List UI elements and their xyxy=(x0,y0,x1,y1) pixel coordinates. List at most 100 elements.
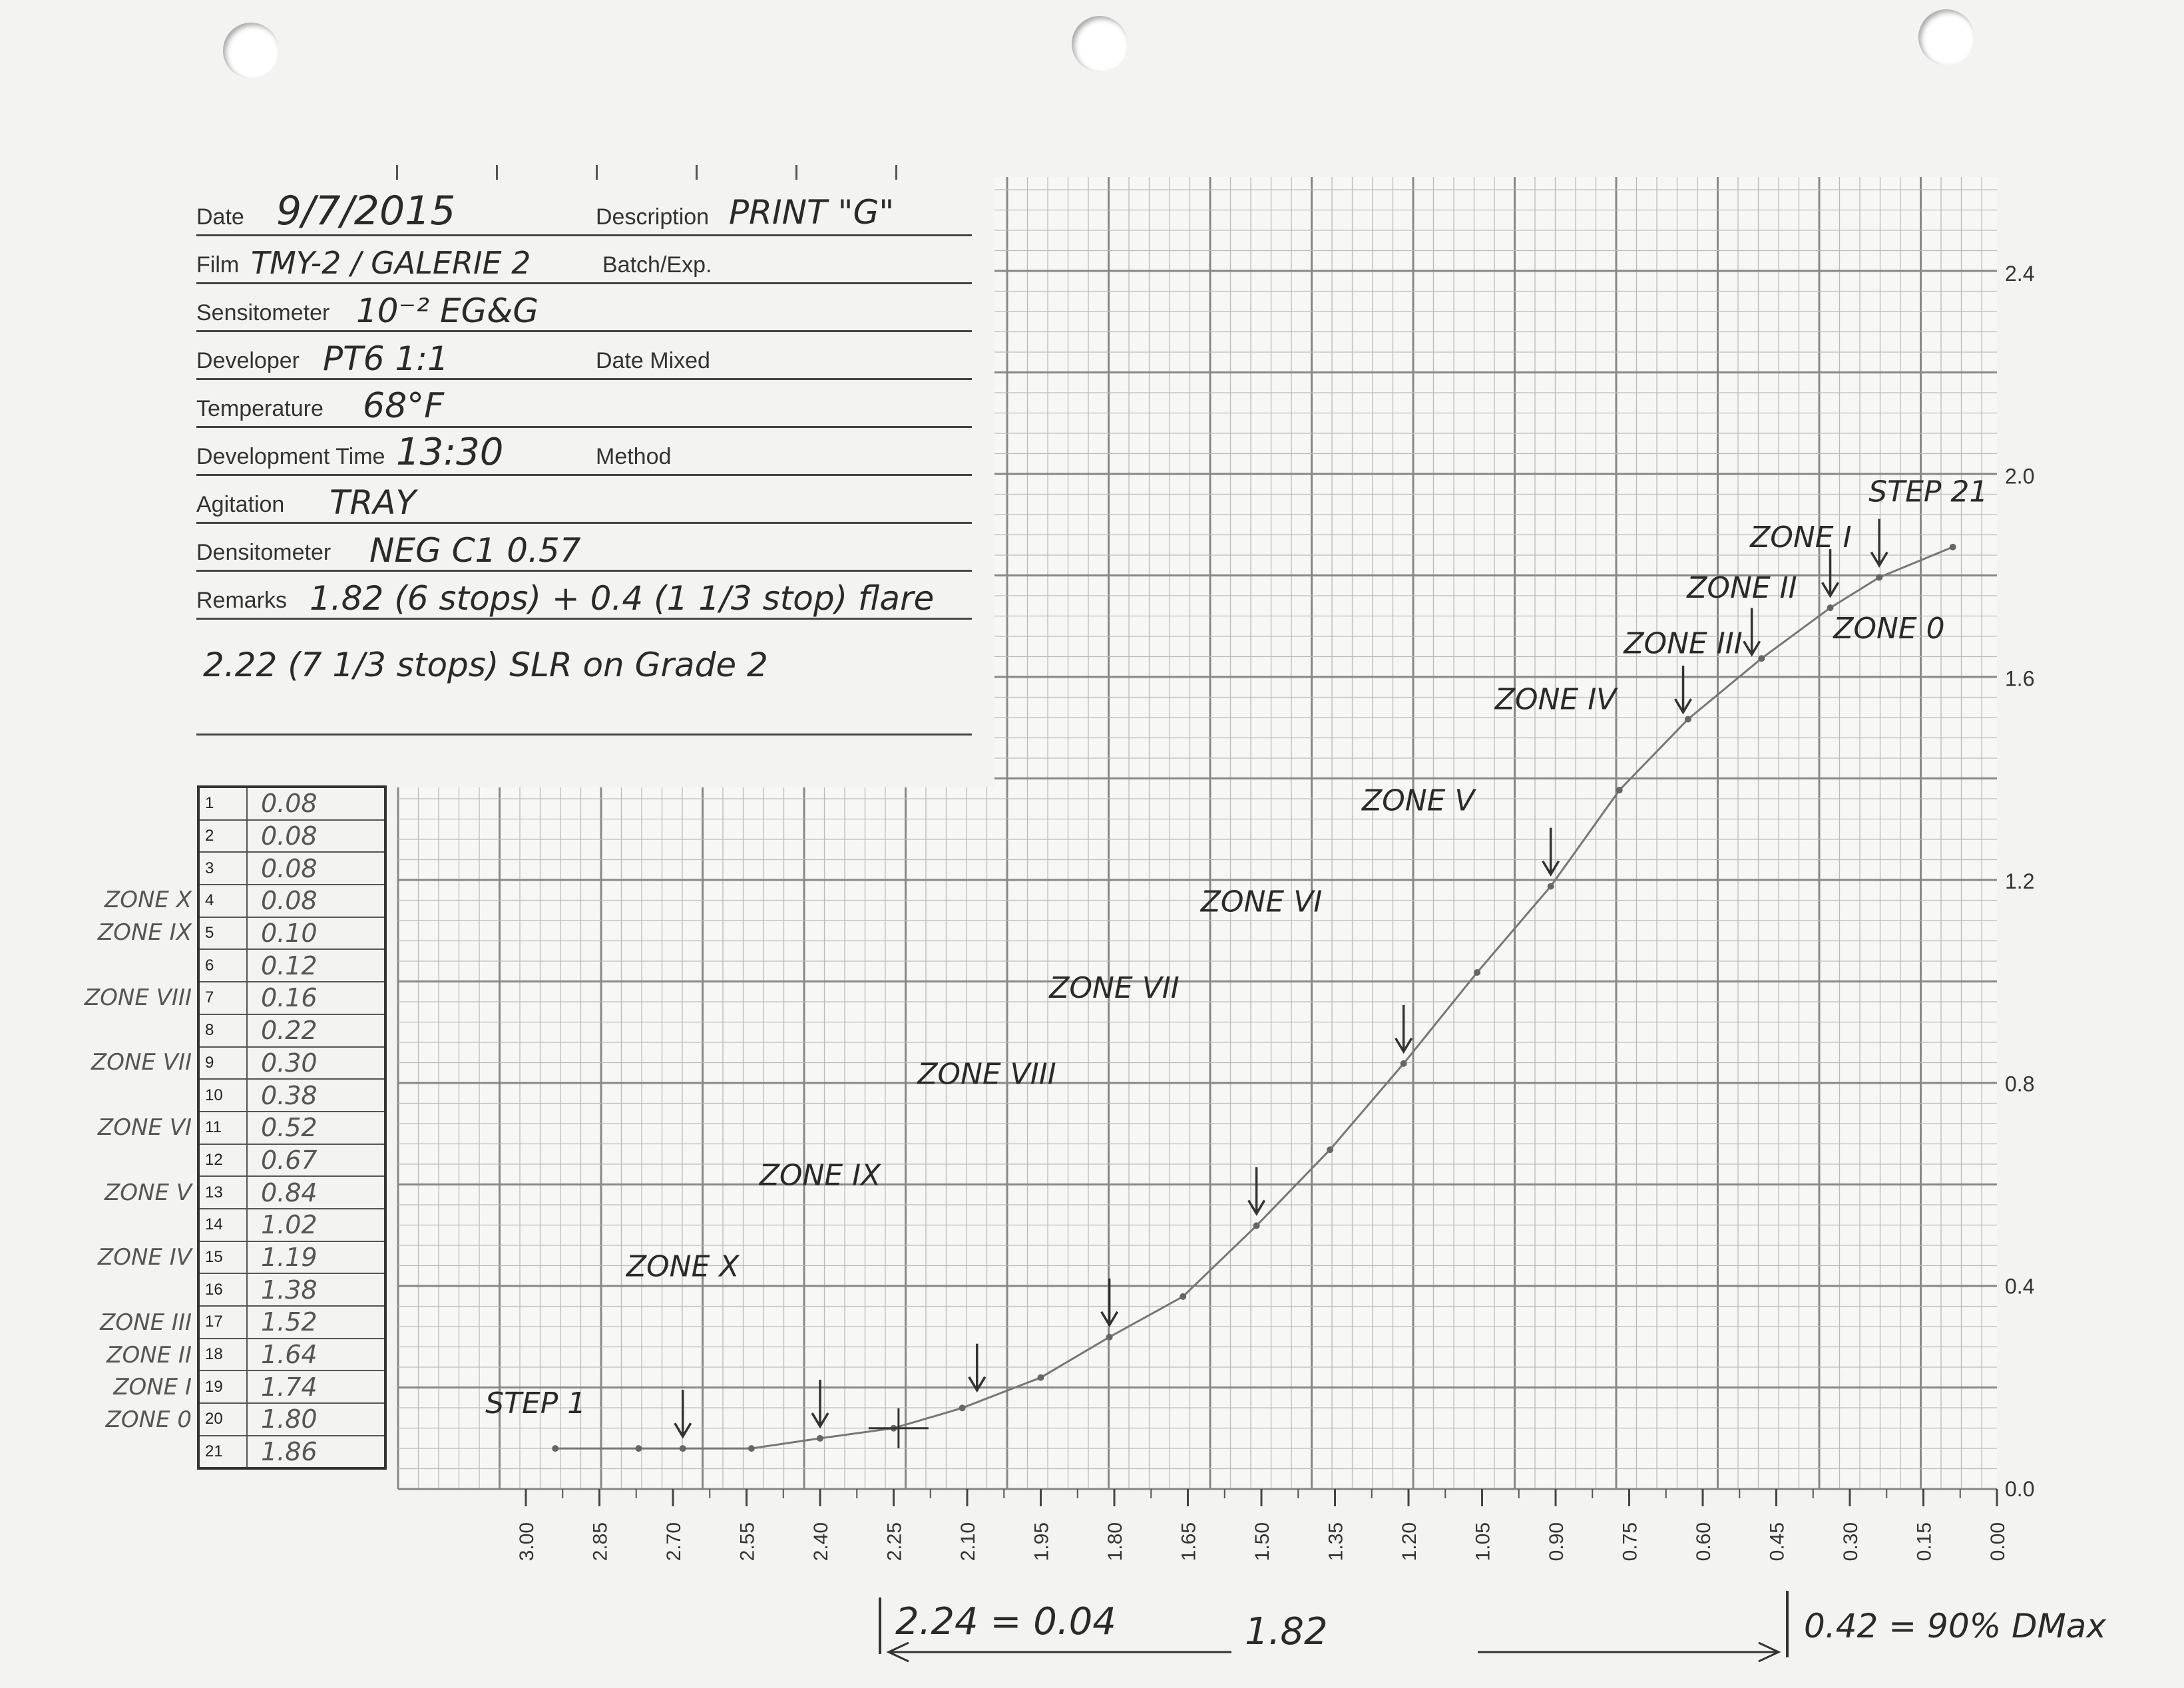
side-zone-label: ZONE IX xyxy=(97,919,192,947)
step-density: 0.84 xyxy=(246,1175,386,1209)
x-tick-label: 2.70 xyxy=(663,1522,685,1561)
step-density: 0.38 xyxy=(246,1078,386,1112)
side-zone-label: ZONE V xyxy=(104,1179,192,1206)
dev-time-label: Development Time xyxy=(196,444,385,469)
ruler-tick xyxy=(696,165,698,180)
arrow-marker xyxy=(1743,608,1761,657)
table-row: 8 0.22 xyxy=(198,1013,386,1048)
developer-value: PT6 1:1 xyxy=(323,339,449,378)
x-tick-label: 1.80 xyxy=(1104,1522,1126,1561)
agitation-label: Agitation xyxy=(196,492,285,517)
ruler-tick xyxy=(895,165,897,180)
description-value: PRINT "G" xyxy=(729,193,895,232)
form-row-densitometer: Densitometer NEG C1 0.57 xyxy=(196,522,972,572)
table-row: 17 1.52 xyxy=(198,1305,386,1339)
x-tick-label: 2.55 xyxy=(737,1522,759,1561)
table-row: 13 0.84 xyxy=(198,1175,386,1209)
x-tick-label: 0.75 xyxy=(1620,1522,1641,1561)
punch-hole-center xyxy=(1072,16,1128,72)
range-arrow-left xyxy=(886,1641,1231,1663)
sensitometer-label: Sensitometer xyxy=(196,300,330,325)
zone-annotation: ZONE VIII xyxy=(917,1057,1056,1091)
step-density: 0.30 xyxy=(246,1046,386,1080)
table-row: 2 0.08 xyxy=(198,819,386,853)
form-row-dev-time: Development Time 13:30 Method xyxy=(196,426,972,476)
remarks-line2: 2.22 (7 1/3 stops) SLR on Grade 2 xyxy=(203,646,768,684)
step-density: 1.74 xyxy=(246,1370,386,1404)
arrow-marker xyxy=(968,1343,986,1393)
data-point xyxy=(1180,1293,1187,1300)
side-zone-label: ZONE VII xyxy=(91,1049,192,1076)
step-number: 16 xyxy=(198,1273,248,1307)
arrow-marker xyxy=(674,1390,692,1439)
remarks-label: Remarks xyxy=(196,588,288,613)
agitation-value: TRAY xyxy=(329,483,417,522)
step-density: 0.22 xyxy=(246,1013,386,1048)
step-number: 12 xyxy=(198,1143,248,1177)
step-density: 1.02 xyxy=(246,1207,386,1242)
step-number: 13 xyxy=(198,1175,248,1209)
y-tick-label: 2.4 xyxy=(2005,262,2034,286)
step-number: 7 xyxy=(198,981,248,1015)
punch-hole-left xyxy=(223,23,279,79)
y-tick-label: 1.6 xyxy=(2005,667,2034,691)
step-number: 19 xyxy=(198,1370,248,1404)
temperature-label: Temperature xyxy=(196,396,324,421)
ruler-tick xyxy=(596,165,598,180)
data-point xyxy=(1037,1374,1044,1381)
zone-annotation: ZONE VII xyxy=(1048,971,1180,1005)
step-number: 5 xyxy=(198,916,248,950)
sensitometer-value: 10⁻² EG&G xyxy=(356,292,539,330)
x-tick-label: 2.10 xyxy=(957,1522,979,1561)
method-label: Method xyxy=(596,444,672,469)
data-point xyxy=(1253,1222,1260,1229)
form-row-agitation: Agitation TRAY xyxy=(196,474,972,524)
step-number: 1 xyxy=(198,786,248,821)
arrow-marker xyxy=(1542,827,1560,877)
step-density-table: 1 0.08 2 0.08 3 0.08 4 0.08 5 0.10 6 0.12 7 0.16 8 0.22… xyxy=(197,785,387,1470)
data-point xyxy=(1949,543,1956,550)
ruler-tick xyxy=(496,165,498,180)
data-point xyxy=(1400,1060,1407,1067)
y-tick-label: 0.0 xyxy=(2005,1477,2034,1501)
dev-time-value: 13:30 xyxy=(396,431,504,474)
ruler-tick xyxy=(396,165,398,180)
table-row: 15 1.19 xyxy=(198,1240,386,1275)
arrow-marker xyxy=(1870,519,1888,568)
arrow-marker xyxy=(1674,666,1693,715)
table-row: 14 1.02 xyxy=(198,1207,386,1242)
data-point xyxy=(1758,655,1765,662)
side-zone-label: ZONE IV xyxy=(97,1244,192,1271)
side-zone-label: ZONE III xyxy=(100,1309,192,1336)
form-row-date: Date 9/7/2015 Description PRINT "G" xyxy=(196,186,972,236)
step-number: 17 xyxy=(198,1305,248,1339)
step-density: 0.08 xyxy=(246,786,386,821)
x-tick-label: 3.00 xyxy=(516,1522,538,1561)
step-number: 10 xyxy=(198,1078,248,1112)
form-row-remarks: Remarks 1.82 (6 stops) + 0.4 (1 1/3 stop… xyxy=(196,570,972,620)
step-number: 20 xyxy=(198,1402,248,1436)
data-point xyxy=(635,1445,642,1452)
step-density: 1.86 xyxy=(246,1434,386,1470)
film-value: TMY-2 / GALERIE 2 xyxy=(251,245,531,281)
x-tick-label: 1.95 xyxy=(1031,1522,1053,1561)
table-row: 9 0.30 xyxy=(198,1046,386,1080)
step-density: 1.64 xyxy=(246,1337,386,1372)
table-row: 7 0.16 xyxy=(198,981,386,1015)
bottom-note-left: 2.24 = 0.04 xyxy=(895,1600,1116,1643)
x-tick-label: 0.15 xyxy=(1914,1522,1936,1561)
form-row-temperature: Temperature 68°F xyxy=(196,378,972,428)
data-point xyxy=(1106,1333,1113,1341)
table-row: 6 0.12 xyxy=(198,949,386,983)
x-tick-label: 1.65 xyxy=(1178,1522,1200,1561)
y-tick-label: 0.8 xyxy=(2005,1072,2034,1096)
data-point xyxy=(1684,716,1691,723)
zone-annotation: ZONE I xyxy=(1749,521,1851,554)
bottom-note-middle: 1.82 xyxy=(1245,1610,1328,1653)
zone-annotation: ZONE VI xyxy=(1200,885,1323,919)
batch-label: Batch/Exp. xyxy=(602,252,712,278)
ruler-tick xyxy=(795,165,797,180)
step-number: 6 xyxy=(198,949,248,983)
form-row-remarks-2: 2.22 (7 1/3 stops) SLR on Grade 2 xyxy=(196,644,972,684)
densitometer-value: NEG C1 0.57 xyxy=(369,531,581,570)
